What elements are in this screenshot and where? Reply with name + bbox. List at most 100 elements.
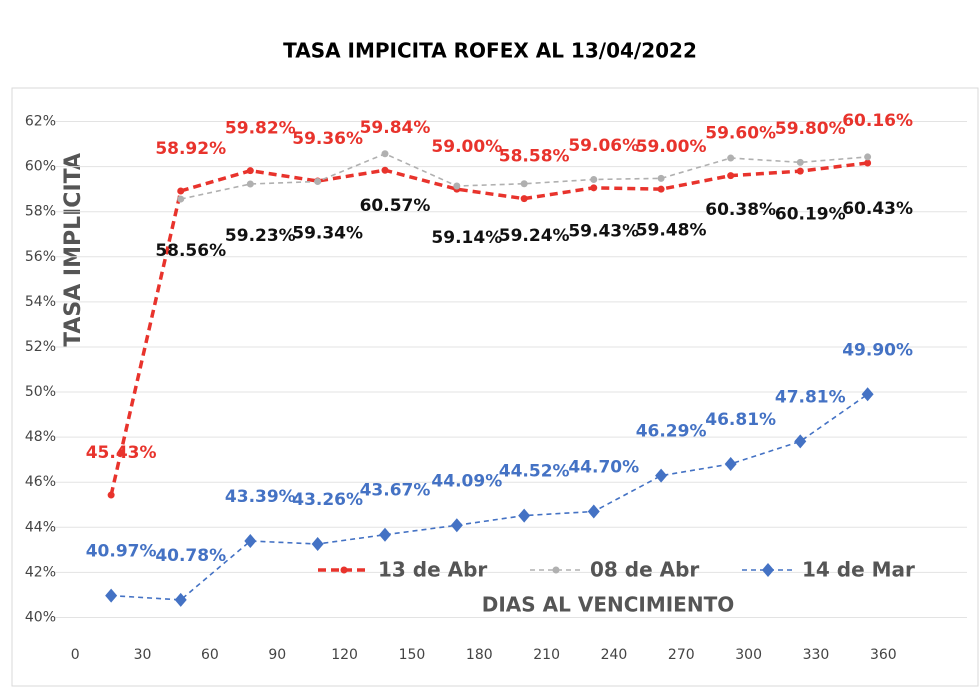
point <box>727 154 735 162</box>
point <box>453 182 461 190</box>
x-tick-label: 330 <box>803 647 830 663</box>
value-label: 60.16% <box>842 111 913 131</box>
point <box>107 491 115 499</box>
value-label: 59.24% <box>499 226 570 246</box>
value-label: 44.09% <box>431 471 502 491</box>
x-tick-label: 60 <box>201 647 219 663</box>
value-label: 40.78% <box>155 546 226 566</box>
point <box>450 518 463 533</box>
point <box>378 527 391 542</box>
value-label: 59.00% <box>636 137 707 157</box>
legend-marker <box>552 566 560 574</box>
value-label: 43.39% <box>225 487 296 507</box>
x-tick-label: 150 <box>399 647 426 663</box>
legend-label: 13 de Abr <box>378 558 487 582</box>
y-tick-label: 48% <box>25 429 56 445</box>
value-label: 40.97% <box>86 542 157 562</box>
point <box>864 153 872 161</box>
point <box>246 167 254 175</box>
value-label: 47.81% <box>775 387 846 407</box>
y-tick-label: 42% <box>25 564 56 580</box>
series: 40.97%40.78% 43.39%43.26%43.67% 44.09%44.5… <box>86 340 915 607</box>
point <box>520 195 528 203</box>
value-label: 45.43% <box>86 443 157 463</box>
value-label: 59.84% <box>360 118 431 138</box>
value-label: 59.82% <box>225 119 296 139</box>
x-tick-label: 90 <box>268 647 286 663</box>
value-label: 46.29% <box>636 422 707 442</box>
value-label: 59.60% <box>705 124 776 144</box>
x-tick-label: 360 <box>870 647 897 663</box>
value-label: 59.14% <box>431 228 502 248</box>
chart-frame <box>11 87 979 687</box>
value-label: 58.56% <box>155 241 226 261</box>
point <box>314 178 322 186</box>
value-label: 60.19% <box>775 204 846 224</box>
x-tick-label: 180 <box>466 647 493 663</box>
y-tick-label: 46% <box>25 474 56 490</box>
value-label: 60.57% <box>360 196 431 216</box>
point <box>590 184 598 192</box>
value-label: 59.06% <box>568 136 639 156</box>
point <box>520 180 528 188</box>
series-line <box>109 161 868 496</box>
y-tick-label: 44% <box>25 519 56 535</box>
point <box>381 166 389 174</box>
point <box>311 536 324 551</box>
legend-label: 14 de Mar <box>802 558 915 582</box>
x-tick-label: 0 <box>71 647 80 663</box>
point <box>657 174 665 182</box>
x-tick-label: 270 <box>668 647 695 663</box>
point <box>105 588 118 603</box>
y-tick-label: 54% <box>25 294 56 310</box>
y-tick-label: 58% <box>25 204 56 220</box>
point <box>177 195 185 203</box>
legend-marker <box>762 563 774 577</box>
value-label: 59.23% <box>225 226 296 246</box>
x-tick-label: 300 <box>735 647 762 663</box>
point <box>655 468 668 483</box>
value-label: 46.81% <box>705 410 776 430</box>
point <box>244 534 257 549</box>
legend-marker <box>340 566 348 574</box>
point <box>657 185 665 193</box>
series: 45.43%58.92%59.82%59.36%59.84%59.00%58.5… <box>86 111 913 581</box>
value-label: 59.34% <box>292 224 363 244</box>
value-label: 59.36% <box>292 129 363 149</box>
value-label: 60.38% <box>705 200 776 220</box>
x-tick-label: 240 <box>601 647 628 663</box>
point <box>861 387 874 402</box>
point <box>796 167 804 175</box>
value-label: 59.00% <box>431 137 502 157</box>
value-label: 44.70% <box>568 458 639 478</box>
value-label: 49.90% <box>842 340 913 360</box>
value-label: 59.43% <box>568 221 639 241</box>
value-label: 44.52% <box>499 462 570 482</box>
series-line <box>111 393 869 601</box>
x-tick-label: 120 <box>331 647 358 663</box>
point <box>590 175 598 183</box>
point <box>796 158 804 166</box>
y-tick-label: 62% <box>25 114 56 130</box>
y-tick-label: 52% <box>25 339 56 355</box>
point <box>518 508 531 523</box>
y-axis-title: TASA IMPLICITA <box>61 153 86 347</box>
legend-label: 08 de Abr <box>590 558 699 582</box>
point <box>864 159 872 167</box>
y-tick-label: 40% <box>25 609 56 625</box>
point <box>587 504 600 519</box>
y-tick-label: 50% <box>25 384 56 400</box>
point <box>177 187 185 195</box>
value-label: 43.26% <box>292 490 363 510</box>
point <box>381 150 389 158</box>
value-label: 43.67% <box>360 481 431 501</box>
chart-title: TASA IMPICITA ROFEX AL 13/04/2022 <box>283 39 697 63</box>
point <box>724 456 737 471</box>
point <box>794 434 807 449</box>
y-tick-label: 60% <box>25 159 56 175</box>
value-label: 60.43% <box>842 199 913 219</box>
x-tick-label: 210 <box>533 647 560 663</box>
value-label: 58.92% <box>155 139 226 159</box>
point <box>727 172 735 180</box>
